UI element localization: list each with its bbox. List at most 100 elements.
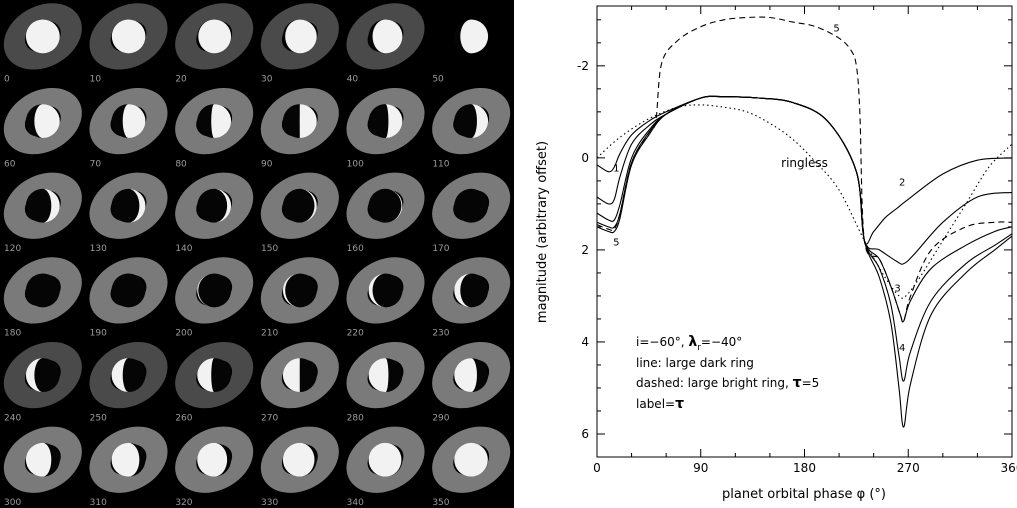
planet-disk: [454, 188, 489, 223]
planet-lit-crescent: [372, 19, 403, 54]
series-label: 5: [613, 237, 619, 248]
annotation-line-2: line: large dark ring: [636, 356, 754, 370]
series-label: 2: [899, 177, 905, 188]
annotation-block: i=−60°, λr=−40° line: large dark ring da…: [636, 334, 819, 412]
planet-lit-crescent: [285, 19, 317, 54]
phase-thumbnail: 40: [346, 3, 425, 85]
series-line-ringless: [596, 104, 1013, 299]
planet-lit-crescent: [214, 188, 232, 223]
phase-thumbnail: 270: [260, 341, 339, 423]
phase-thumbnail: 250: [89, 341, 168, 423]
planet-disk: [25, 273, 60, 308]
phase-label: 200: [175, 329, 192, 339]
phase-label: 320: [175, 498, 192, 508]
annotation-line-3: dashed: large bright ring, τ=5: [636, 375, 819, 391]
phase-thumbnail: 280: [346, 341, 425, 423]
phase-label: 260: [175, 413, 192, 423]
phase-thumbnail: 80: [175, 87, 254, 169]
x-axis-label: planet orbital phase φ (°): [722, 487, 886, 502]
phase-thumbnail: 90: [260, 87, 339, 169]
y-tick-label: 4: [581, 335, 589, 349]
planet-disk: [197, 273, 232, 308]
planet-lit-crescent: [197, 358, 215, 393]
planet-lit-crescent: [454, 273, 472, 308]
x-tick-label: 360: [1001, 461, 1017, 475]
series-label: 4: [899, 343, 905, 354]
phase-thumbnail: 140: [175, 172, 254, 254]
phase-label: 90: [261, 159, 273, 169]
planet-lit-crescent: [198, 19, 232, 54]
phase-thumbnail: 0: [3, 3, 82, 85]
planet-lit-crescent: [385, 104, 403, 139]
phase-thumbnail: 160: [346, 172, 425, 254]
phase-label: 30: [261, 75, 273, 85]
phase-thumbnail: 170: [432, 172, 511, 254]
phase-label: 70: [90, 159, 102, 169]
phase-label: 300: [4, 498, 21, 508]
phase-thumbnail: 240: [3, 341, 82, 423]
planet-lit-crescent: [282, 273, 300, 308]
y-tick-label: 6: [581, 427, 589, 441]
mosaic-background: [0, 0, 514, 508]
annotation-line-4: label=τ: [636, 396, 684, 412]
phase-label: 210: [261, 329, 278, 339]
phase-thumbnail: 290: [432, 341, 511, 423]
planet-lit-crescent: [368, 442, 402, 477]
planet-lit-crescent: [25, 442, 52, 477]
phase-thumbnail: 190: [89, 257, 168, 339]
phase-label: 330: [261, 498, 278, 508]
planet-lit-crescent: [299, 104, 317, 139]
phase-mosaic: 0 10 20 30 40 50 60 70 80 90 100 110 120 130 140 150 160…: [0, 0, 514, 508]
planet-disk: [368, 188, 403, 223]
phase-label: 250: [90, 413, 107, 423]
phase-label: 20: [175, 75, 187, 85]
series-line-solid-2: [596, 95, 1013, 265]
planet-lit-crescent: [111, 358, 129, 393]
phase-label: 100: [347, 159, 364, 169]
phase-thumbnail: 180: [3, 257, 82, 339]
planet-lit-crescent: [460, 19, 489, 54]
planet-disk: [368, 273, 403, 308]
phase-label: 230: [432, 329, 449, 339]
phase-thumbnail: 220: [346, 257, 425, 339]
phase-thumbnail: 50: [432, 19, 489, 85]
planet-lit-crescent: [34, 104, 60, 139]
planet-lit-crescent: [128, 188, 146, 223]
phase-thumbnail: 330: [260, 426, 339, 508]
series-label: 3: [894, 283, 900, 294]
phase-thumbnail: 260: [175, 341, 254, 423]
planet-lit-crescent: [122, 104, 146, 139]
phase-label: 310: [90, 498, 107, 508]
series-line-solid-3: [596, 95, 1013, 323]
phase-label: 150: [261, 244, 278, 254]
y-axis-label: magnitude (arbitrary offset): [535, 141, 550, 323]
phase-thumbnail: 70: [89, 87, 168, 169]
planet-disk: [111, 273, 146, 308]
phase-thumbnail: 110: [432, 87, 511, 169]
phase-label: 160: [347, 244, 364, 254]
annotation-line-1: i=−60°, λr=−40°: [636, 334, 742, 353]
planet-lit-crescent: [368, 273, 386, 308]
planet-lit-crescent: [454, 358, 477, 393]
phase-thumbnail: 120: [3, 172, 82, 254]
phase-label: 10: [90, 75, 102, 85]
phase-thumbnail: 340: [346, 426, 425, 508]
phase-thumbnail: 20: [175, 3, 254, 85]
x-tick-label: 90: [693, 461, 708, 475]
phase-thumbnail: 30: [260, 3, 339, 85]
phase-label: 240: [4, 413, 21, 423]
phase-thumbnail: 210: [260, 257, 339, 339]
phase-thumbnail: 350: [432, 426, 511, 508]
phase-label: 270: [261, 413, 278, 423]
phase-label: 220: [347, 329, 364, 339]
series-label: 5: [833, 23, 839, 34]
phase-thumbnail: 200: [175, 257, 254, 339]
series-line-dashed-5: [596, 16, 1013, 323]
phase-label: 50: [432, 75, 444, 85]
planet-lit-crescent: [282, 358, 300, 393]
planet-lit-crescent: [211, 104, 232, 139]
planet-lit-crescent: [454, 442, 488, 477]
phase-label: 170: [432, 244, 449, 254]
phase-label: 190: [90, 329, 107, 339]
phase-label: 180: [4, 329, 21, 339]
